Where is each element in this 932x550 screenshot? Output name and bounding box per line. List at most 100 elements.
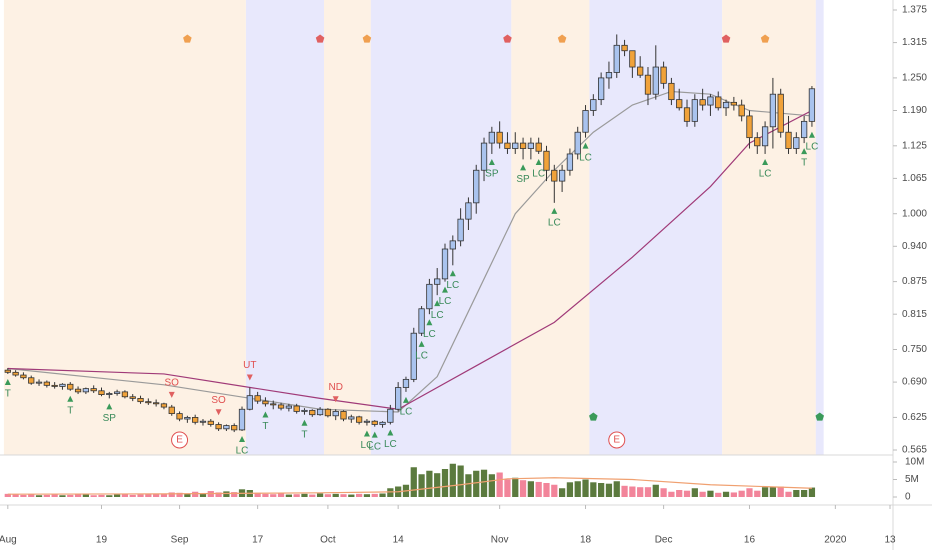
candle-body [699,99,706,106]
volume-bar [51,494,58,497]
signal-label: LC [431,310,444,321]
candle-body [254,395,261,402]
signal-label: LC [439,296,452,307]
signal-label: T [67,405,73,416]
candle-body [504,142,511,149]
volume-bar [121,494,129,497]
candle-body [231,425,238,431]
candle-body [512,142,519,149]
candle-body [223,425,230,430]
signal-arrow [418,340,425,347]
candle-body [35,381,43,384]
volume-bar [356,493,363,497]
candle-body [28,377,35,384]
signal-arrow [582,142,589,149]
volume-bar [652,484,659,497]
session-band [511,0,590,455]
candle-body [582,110,589,133]
candle-body [691,99,698,122]
volume-bar [348,494,355,497]
candle-body [51,384,58,387]
volume-bar [449,463,456,497]
candle-body [43,381,50,386]
volume-bar [699,491,706,497]
event-marker [589,412,598,421]
x-tick-label: 13 [884,535,896,546]
volume-bar [613,481,620,497]
signal-label: LC [423,329,436,340]
volume-bar [488,474,495,497]
volume-bar [496,472,503,497]
volume-bar [20,494,27,497]
signal-label: T [262,421,268,432]
candle-body [777,93,784,133]
candle-body [488,131,495,144]
candle-body [769,93,777,128]
volume-bar [668,491,675,497]
volume-bar [387,488,394,497]
volume-bar [4,493,11,497]
candle-body [730,101,737,106]
signal-arrow [449,270,456,277]
signal-arrow [301,419,308,426]
signal-label: SP [485,169,499,180]
signal-label: LC [806,141,819,152]
signal-arrow [246,374,253,381]
volume-bar [730,492,737,497]
volume-bar [59,495,66,497]
candle-body [371,420,378,425]
signal-label: T [5,389,11,400]
candle-body [551,169,558,182]
signal-label: LC [361,440,374,451]
volume-bar [254,492,261,497]
volume-bar [137,494,144,497]
candle-body [800,120,808,139]
volume-bar [504,479,511,497]
event-marker [315,34,325,43]
volume-bar [660,488,667,497]
candle-body [4,369,11,373]
volume-bar [558,488,566,497]
candle-body [277,404,285,409]
signal-label: LC [368,441,381,452]
volume-bar [434,473,441,497]
candle-body [387,408,394,423]
volume-bar [722,491,730,497]
volume-bar [270,494,277,497]
volume-bar [598,483,605,497]
earnings-label: E [613,435,620,446]
signal-arrow [488,158,495,165]
candle-body [598,77,605,101]
candle-body [301,409,308,412]
signal-arrow [520,164,527,171]
earnings-label: E [176,435,183,446]
candle-body [355,416,363,423]
volume-bar [332,493,339,497]
candle-body [738,104,745,117]
candle-body [309,409,316,416]
candle-body [12,371,19,376]
candle-body [238,408,246,431]
candle-body [285,405,292,409]
volume-bar [519,480,527,497]
candle-body [613,44,620,73]
candle-body [332,411,339,417]
volume-bar [262,493,269,497]
volume-tick-label: 10M [905,457,924,468]
volume-bar [379,493,386,497]
candle-body [160,403,168,408]
candle-body [324,408,332,417]
session-band [245,0,324,455]
volume-bar [808,487,816,497]
volume-bar [535,481,542,497]
volume-bar [418,474,425,497]
candle-body [402,378,410,388]
candle-body [808,88,816,122]
volume-bar [168,492,175,497]
volume-bar [676,490,683,497]
signal-arrow [262,411,269,418]
candle-body [246,395,253,410]
candle-body [270,403,277,406]
candle-body [67,383,74,390]
candle-body [676,99,683,109]
